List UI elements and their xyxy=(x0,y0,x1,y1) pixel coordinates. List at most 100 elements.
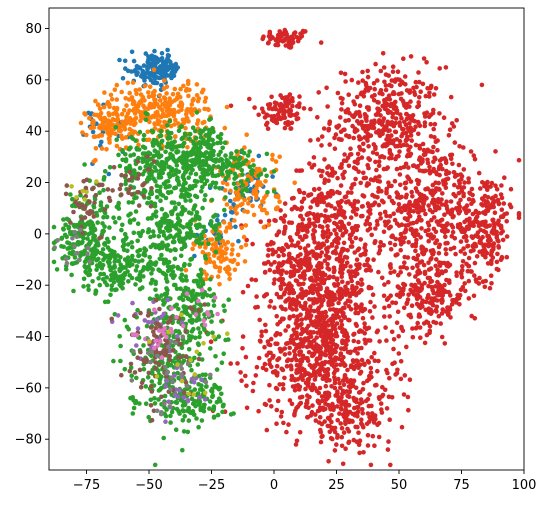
scatter-point xyxy=(159,293,164,298)
scatter-point xyxy=(210,137,215,143)
scatter-point xyxy=(400,126,405,132)
scatter-point xyxy=(277,382,283,387)
scatter-point xyxy=(361,175,367,181)
scatter-point xyxy=(408,99,413,104)
scatter-point xyxy=(119,227,124,233)
scatter-point xyxy=(352,250,358,255)
scatter-point xyxy=(335,189,340,195)
scatter-point xyxy=(326,290,331,296)
scatter-point xyxy=(152,242,157,248)
scatter-point xyxy=(259,106,265,111)
scatter-point xyxy=(363,248,369,254)
scatter-point xyxy=(152,80,158,86)
scatter-point xyxy=(344,332,350,337)
scatter-point xyxy=(272,104,278,110)
scatter-point xyxy=(460,285,466,290)
scatter-point xyxy=(413,124,418,129)
scatter-point xyxy=(425,186,430,191)
scatter-point xyxy=(264,292,270,297)
scatter-point xyxy=(287,220,292,225)
scatter-point xyxy=(366,377,372,382)
scatter-point xyxy=(320,323,325,329)
scatter-point xyxy=(411,284,416,289)
scatter-point xyxy=(143,247,149,253)
scatter-point xyxy=(371,420,377,425)
scatter-point xyxy=(344,260,350,266)
scatter-point xyxy=(315,286,320,292)
scatter-point xyxy=(246,196,252,202)
scatter-point xyxy=(424,110,430,115)
scatter-point xyxy=(428,121,434,127)
scatter-point xyxy=(413,248,418,254)
scatter-point xyxy=(322,272,328,278)
scatter-point xyxy=(399,222,405,227)
scatter-point xyxy=(125,269,130,274)
scatter-point xyxy=(376,163,382,168)
scatter-point xyxy=(390,233,395,238)
scatter-point xyxy=(383,72,389,77)
scatter-point xyxy=(278,106,283,112)
scatter-point xyxy=(462,180,467,185)
scatter-point xyxy=(164,91,169,96)
scatter-point xyxy=(111,235,117,241)
scatter-point xyxy=(335,389,340,394)
scatter-point xyxy=(326,415,332,421)
scatter-point xyxy=(404,101,410,107)
scatter-point xyxy=(342,315,347,321)
scatter-point xyxy=(450,161,455,167)
scatter-point xyxy=(129,244,135,250)
scatter-point xyxy=(347,236,353,241)
scatter-point xyxy=(135,108,141,114)
scatter-point xyxy=(136,155,141,161)
scatter-point xyxy=(134,264,140,269)
scatter-point xyxy=(428,85,433,91)
scatter-point xyxy=(163,195,169,201)
scatter-point xyxy=(413,241,419,246)
scatter-point xyxy=(368,268,374,273)
scatter-point xyxy=(437,66,443,71)
scatter-point xyxy=(307,161,312,166)
scatter-point xyxy=(362,362,367,368)
scatter-point xyxy=(151,233,157,239)
scatter-point xyxy=(417,123,423,129)
scatter-point xyxy=(469,201,474,206)
scatter-point xyxy=(135,221,141,226)
scatter-point xyxy=(148,244,154,250)
scatter-point xyxy=(194,93,200,98)
scatter-point xyxy=(193,128,198,134)
scatter-point xyxy=(204,293,210,298)
scatter-point xyxy=(220,145,225,151)
scatter-point xyxy=(365,228,371,233)
scatter-point xyxy=(375,222,380,227)
scatter-point xyxy=(198,224,203,229)
scatter-point xyxy=(355,404,361,410)
scatter-point xyxy=(211,129,216,135)
scatter-point xyxy=(484,199,489,204)
scatter-point xyxy=(383,325,388,330)
scatter-point xyxy=(98,203,104,208)
scatter-point xyxy=(228,209,234,215)
scatter-point xyxy=(239,245,244,250)
scatter-point xyxy=(376,434,382,440)
scatter-point xyxy=(393,77,398,82)
scatter-point xyxy=(422,193,427,199)
scatter-point xyxy=(161,71,166,77)
scatter-point xyxy=(436,186,442,192)
scatter-point xyxy=(133,88,139,93)
scatter-point xyxy=(348,383,353,388)
scatter-point xyxy=(306,350,312,355)
scatter-point xyxy=(431,319,436,325)
scatter-point xyxy=(154,194,160,200)
scatter-point xyxy=(458,185,464,190)
scatter-point xyxy=(370,150,376,155)
scatter-point xyxy=(342,127,347,132)
scatter-point xyxy=(175,121,181,126)
scatter-point xyxy=(442,341,448,346)
scatter-point xyxy=(209,246,215,252)
scatter-point xyxy=(327,274,333,280)
scatter-point xyxy=(108,277,113,283)
scatter-point xyxy=(339,224,345,229)
scatter-point xyxy=(204,178,210,184)
scatter-point xyxy=(108,123,113,128)
scatter-point xyxy=(363,398,369,404)
